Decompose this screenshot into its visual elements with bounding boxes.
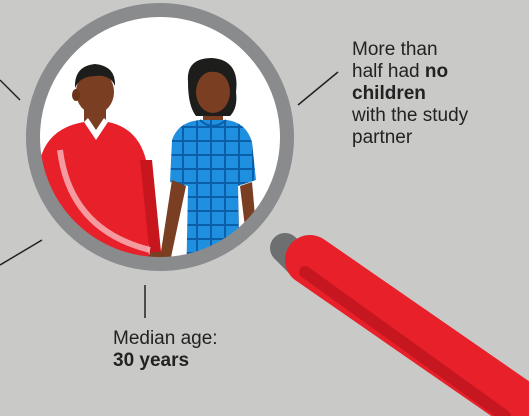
callout-children: More than half had no children with the … — [352, 39, 522, 149]
magnifier-handle — [270, 233, 529, 416]
callout-children-line4: with the study — [352, 105, 469, 126]
callout-children-line5: partner — [352, 127, 413, 148]
lens-ring — [26, 3, 294, 271]
callout-children-children: children — [352, 83, 426, 104]
leader-line-right — [297, 71, 339, 106]
callout-children-line2-prefix: half had — [352, 61, 425, 82]
callout-median-age: Median age: 30 years — [113, 328, 293, 372]
leader-line-top-left — [0, 79, 21, 101]
leader-line-bottom-left — [0, 239, 43, 266]
callout-children-no: no — [424, 61, 449, 82]
median-age-label: Median age: — [113, 328, 218, 349]
median-age-value: 30 years — [113, 350, 293, 372]
magnifying-glass-icon — [26, 3, 294, 271]
callout-children-line3: children — [352, 83, 522, 105]
callout-children-line2: half had no — [352, 61, 522, 83]
median-age-value-text: 30 years — [113, 350, 190, 371]
callout-children-line1: More than — [352, 39, 438, 60]
